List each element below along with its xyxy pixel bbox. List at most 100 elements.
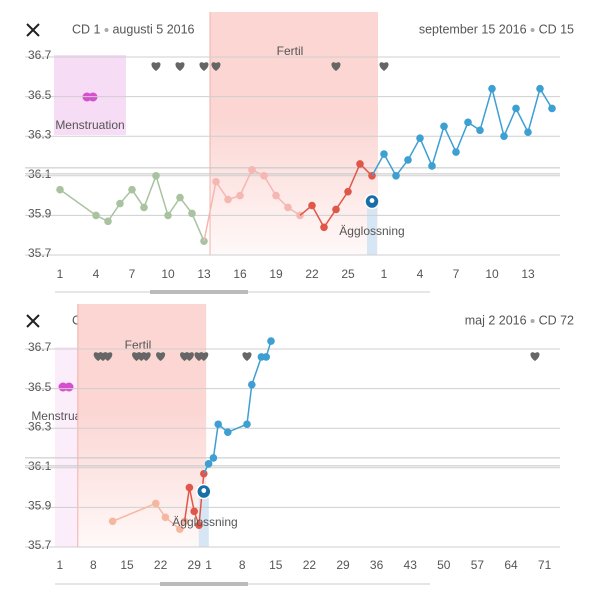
temperature-point [224, 195, 232, 204]
y-tick-label: 35.7 [28, 538, 52, 552]
x-tick-label: 8 [239, 558, 246, 572]
end-cycle-day: CD 15 [539, 22, 574, 36]
temperature-point [190, 507, 198, 516]
y-tick-label: 35.9 [28, 499, 52, 513]
temperature-point [380, 150, 388, 158]
temperature-point [548, 104, 556, 113]
temperature-point [260, 172, 268, 180]
temperature-point [524, 128, 532, 137]
temperature-point [476, 126, 484, 135]
x-tick-label: 1 [205, 558, 212, 572]
temperature-point [108, 517, 117, 526]
temperature-point [161, 513, 170, 522]
ovulation-label: Ägglossning [339, 224, 404, 238]
temperature-line [188, 473, 205, 526]
end-date: september 15 2016 [419, 22, 527, 36]
drop-icon [64, 382, 74, 392]
temperature-point [320, 223, 328, 232]
x-tick-label: 29 [188, 558, 202, 572]
temperature-point [536, 84, 544, 93]
x-tick-label: 22 [303, 558, 317, 572]
temperature-point [204, 460, 213, 468]
temperature-point [428, 162, 436, 170]
temperature-point [116, 199, 124, 208]
x-tick-label: 10 [161, 267, 175, 281]
temperature-point [164, 211, 172, 220]
heart [175, 62, 185, 71]
temperature-point [140, 203, 148, 212]
temperature-point [332, 205, 340, 214]
x-tick-label: 13 [521, 267, 535, 281]
temperature-point [404, 156, 412, 164]
x-tick-label: 22 [154, 558, 168, 572]
heart [530, 352, 540, 361]
x-tick-label: 13 [197, 267, 211, 281]
x-tick-label: 71 [538, 558, 552, 572]
band-label: Menstruation [55, 118, 124, 132]
temperature-point [92, 211, 100, 220]
temperature-point [236, 191, 244, 200]
heart [151, 62, 161, 71]
temperature-point [176, 193, 184, 202]
x-tick-label: 16 [233, 267, 247, 281]
temperature-point [248, 380, 256, 389]
x-tick-label: 1 [381, 267, 388, 281]
y-tick-label: 36.5 [28, 380, 52, 394]
y-tick-label: 36.3 [28, 127, 52, 141]
temperature-point [344, 187, 352, 196]
y-tick-label: 35.7 [28, 246, 52, 260]
temperature-point [392, 172, 400, 180]
temperature-point [56, 185, 64, 194]
y-tick-label: 35.9 [28, 207, 52, 221]
temperature-point [104, 217, 112, 226]
separator-dot [530, 28, 535, 32]
heart [331, 62, 341, 71]
heart [199, 352, 209, 361]
x-tick-label: 1 [56, 558, 63, 572]
band-label: Fertil [125, 338, 152, 352]
temperature-point [500, 132, 508, 140]
temperature-point [262, 353, 271, 361]
end-cycle-day: CD 72 [539, 313, 574, 327]
x-tick-label: 7 [453, 267, 460, 281]
x-tick-label: 19 [269, 267, 283, 281]
band [55, 347, 78, 547]
temperature-point [212, 177, 220, 186]
close-button[interactable] [26, 314, 40, 328]
ovulation-band [367, 201, 377, 255]
temperature-point [272, 191, 280, 200]
close-button[interactable] [26, 23, 40, 37]
x-tick-label: 4 [93, 267, 100, 281]
ovulation-label: Ägglossning [172, 515, 237, 529]
y-tick-label: 36.3 [28, 419, 52, 433]
connector [371, 153, 385, 177]
x-tick-label: 7 [129, 267, 136, 281]
x-tick-label: 15 [120, 558, 134, 572]
ovulation-marker-dot [201, 488, 207, 493]
start-cycle-day: CD 1 [72, 22, 101, 36]
x-tick-label: 22 [305, 267, 319, 281]
temperature-point [185, 483, 194, 492]
heart [242, 352, 252, 361]
start-date: augusti 5 2016 [112, 22, 194, 36]
temperature-point [488, 84, 496, 93]
x-tick-label: 25 [341, 267, 355, 281]
connector [183, 487, 191, 522]
x-tick-label: 36 [370, 558, 384, 572]
temperature-point [224, 428, 232, 436]
separator-dot [104, 28, 109, 32]
temperature-point [152, 172, 160, 180]
heart [379, 62, 389, 71]
heart [103, 352, 113, 361]
temperature-point [243, 420, 251, 429]
heart [199, 62, 209, 71]
temperature-point [176, 525, 184, 533]
y-tick-label: 36.5 [28, 88, 52, 102]
x-tick-label: 64 [504, 558, 518, 572]
chart: CD 1 augusti 5 2016 CD 15 september 15 2016… [25, 12, 574, 294]
connector [203, 181, 217, 242]
temperature-point [356, 160, 364, 168]
x-tick-label: 43 [404, 558, 418, 572]
